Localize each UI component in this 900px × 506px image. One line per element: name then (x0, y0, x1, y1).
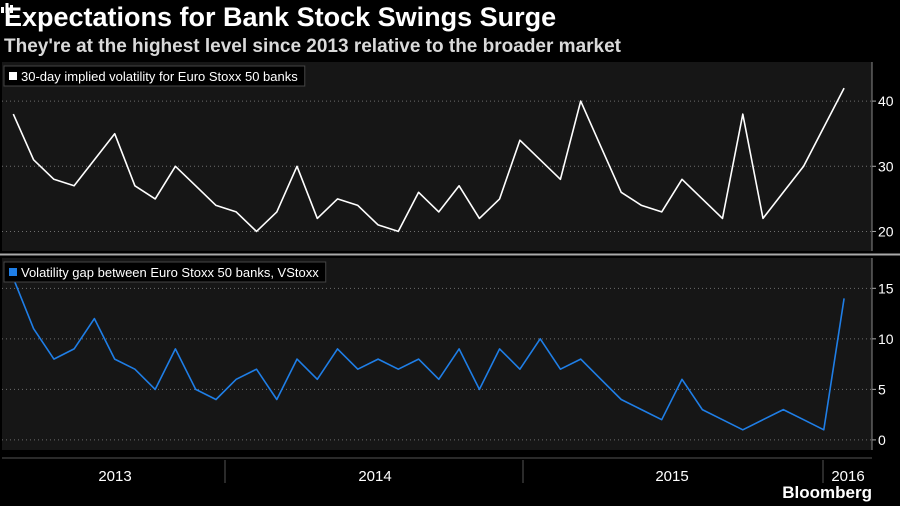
legend-box (3, 65, 306, 87)
bloomberg-logo: Bloomberg (782, 483, 872, 502)
xtick-label: 2016 (831, 468, 864, 485)
ytick-label: 0 (878, 432, 886, 448)
xtick-label: 2014 (358, 468, 391, 485)
chart-subtitle: They're at the highest level since 2013 … (4, 36, 621, 57)
chart-title: Expectations for Bank Stock Swings Surge (4, 2, 557, 32)
xtick-label: 2013 (98, 468, 131, 485)
ytick-label: 15 (878, 280, 894, 296)
legend-box (3, 261, 327, 283)
ytick-label: 20 (878, 223, 894, 239)
legend-swatch (9, 268, 17, 276)
legend-label: Volatility gap between Euro Stoxx 50 ban… (21, 265, 319, 280)
bar-chart-icon (1, 3, 13, 13)
plot-area-1 (2, 62, 872, 251)
legend-label: 30-day implied volatility for Euro Stoxx… (21, 69, 298, 84)
series-line-1 (12, 87, 845, 233)
xtick-label: 2015 (655, 468, 688, 485)
ytick-label: 40 (878, 93, 894, 109)
ytick-label: 30 (878, 158, 894, 174)
plot-area-2 (2, 258, 872, 450)
ytick-label: 10 (878, 331, 894, 347)
legend-swatch (9, 72, 17, 80)
series-line-2 (12, 277, 845, 431)
ytick-label: 5 (878, 381, 886, 397)
